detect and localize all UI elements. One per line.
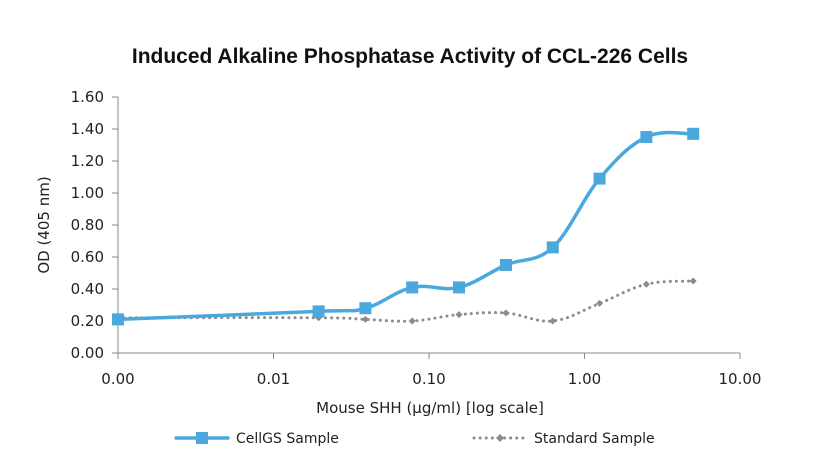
data-point-standard-sample — [408, 317, 416, 325]
y-tick-label: 0.00 — [71, 344, 104, 362]
data-point-cellgs-sample — [406, 281, 419, 294]
data-point-standard-sample — [596, 299, 604, 307]
y-tick-label: 1.00 — [71, 184, 104, 202]
x-tick-label: 1.00 — [568, 370, 601, 388]
data-point-cellgs-sample — [499, 259, 512, 271]
y-tick-label: 0.80 — [71, 216, 104, 234]
data-point-standard-sample — [502, 309, 510, 317]
y-tick-label: 0.20 — [71, 312, 104, 330]
legend-swatch-marker-cellgs — [196, 432, 208, 444]
y-axis: 0.00 0.20 0.40 0.60 0.80 1.00 1.20 1.40 1.60 — [71, 88, 119, 362]
data-point-cellgs-sample — [640, 131, 653, 143]
y-axis-title: OD (405 nm) — [35, 176, 53, 273]
data-point-standard-sample — [642, 280, 650, 288]
x-tick-group: 0.00 0.01 0.10 1.00 10.00 — [101, 353, 761, 388]
x-tick-label: 0.10 — [412, 370, 445, 388]
data-point-standard-sample — [361, 315, 369, 323]
data-point-standard-sample — [689, 277, 697, 285]
legend-item-cellgs: CellGS Sample — [174, 431, 339, 447]
y-tick-label: 1.60 — [71, 88, 104, 106]
data-point-cellgs-sample — [312, 305, 325, 318]
series-line-cellgs-sample — [117, 130, 694, 322]
data-point-cellgs-sample — [359, 302, 372, 315]
legend-label-cellgs: CellGS Sample — [236, 431, 339, 447]
legend-swatch-marker-standard — [496, 434, 504, 442]
chart-title: Induced Alkaline Phosphatase Activity of… — [132, 45, 688, 68]
x-tick-label: 10.00 — [719, 370, 762, 388]
y-tick-label: 0.40 — [71, 280, 104, 298]
data-point-standard-sample — [455, 311, 463, 319]
data-point-cellgs-sample — [546, 241, 559, 254]
y-tick-label: 1.20 — [71, 152, 104, 170]
data-point-cellgs-sample — [687, 127, 700, 140]
data-point-cellgs-sample — [112, 313, 124, 326]
y-tick-label: 1.40 — [71, 120, 104, 138]
x-tick-label: 0.00 — [101, 370, 134, 388]
y-tick-label: 0.60 — [71, 248, 104, 266]
legend-item-standard: Standard Sample — [472, 431, 655, 447]
plot-area — [112, 127, 700, 326]
x-tick-label: 0.01 — [257, 370, 290, 388]
legend: CellGS Sample Standard Sample — [174, 431, 655, 447]
x-axis-title: Mouse SHH (µg/ml) [log scale] — [316, 399, 544, 417]
data-point-cellgs-sample — [593, 172, 606, 185]
data-point-cellgs-sample — [453, 281, 466, 294]
data-point-standard-sample — [549, 317, 557, 325]
x-axis: 0.00 0.01 0.10 1.00 10.00 — [101, 352, 761, 388]
y-tick-group: 0.00 0.20 0.40 0.60 0.80 1.00 1.20 1.40 1.60 — [71, 88, 118, 362]
legend-label-standard: Standard Sample — [534, 431, 655, 447]
